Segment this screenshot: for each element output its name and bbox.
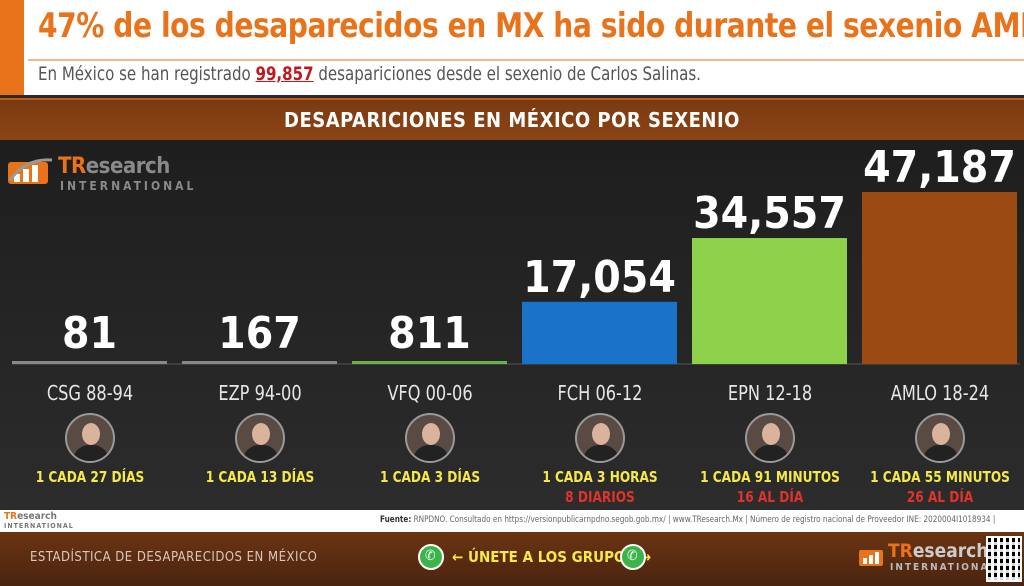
join-groups-text: ← ÚNETE A LOS GRUPOS → (452, 548, 652, 566)
subtitle-total: 99,857 (255, 63, 314, 85)
avatar-suit (582, 445, 619, 461)
whatsapp-icon[interactable]: ✆ (620, 544, 646, 570)
bottom-bar: ESTADÍSTICA DE DESAPARECIDOS EN MÉXICO ✆… (0, 532, 1024, 586)
avatar-suit (752, 445, 789, 461)
qr-code[interactable] (986, 536, 1022, 582)
category-label: VFQ 00-06 (386, 381, 473, 405)
footer-source-label: Fuente: (380, 515, 412, 525)
logo-subtitle: INTERNATIONAL (60, 179, 197, 193)
footer-logo-sub: INTERNATIONAL (4, 522, 74, 530)
rate-label: 1 CADA 91 MINUTOS (699, 468, 840, 486)
join-groups-link[interactable]: ✆ ← ÚNETE A LOS GRUPOS → ✆ (418, 544, 652, 572)
avatar-face (251, 423, 270, 445)
rate-label: 1 CADA 27 DÍAS (35, 468, 144, 486)
footer-logo: TResearch INTERNATIONAL (4, 512, 74, 531)
logo-mark-icon (859, 550, 883, 566)
bottom-logo: TResearch INTERNATIONAL (858, 540, 995, 580)
logo-name-b: esearch (85, 154, 171, 179)
avatar-face (421, 423, 440, 445)
bar-amlo-18-24 (862, 192, 1017, 364)
whatsapp-icon[interactable]: ✆ (418, 544, 444, 570)
rate-label: 1 CADA 13 DÍAS (205, 468, 314, 486)
chart-title-band: DESAPARICIONES EN MÉXICO POR SEXENIO (0, 98, 1024, 140)
chart-title: DESAPARICIONES EN MÉXICO POR SEXENIO (284, 108, 740, 132)
president-avatar (574, 413, 625, 463)
bar-epn-12-18 (692, 238, 847, 364)
avatar-suit (242, 445, 279, 461)
rate-label: 1 CADA 3 HORAS (541, 468, 658, 486)
category-label: EPN 12-18 (727, 381, 812, 405)
bar-vfq-00-06 (352, 361, 507, 364)
avatar-face (591, 423, 610, 445)
bottom-logo-a: TR (888, 540, 913, 562)
bar-csg-88-94 (12, 361, 167, 364)
avatar-face (931, 423, 950, 445)
chart-area (0, 140, 1024, 510)
bar-value-label: 811 (388, 308, 471, 359)
page-title: 47% de los desaparecidos en MX ha sido d… (38, 6, 1024, 46)
president-avatar (744, 413, 795, 463)
category-label: EZP 94-00 (217, 381, 302, 405)
logo-name: TResearch (58, 154, 170, 179)
bar-value-label: 17,054 (523, 252, 676, 303)
president-avatar (914, 413, 965, 463)
header-accent (0, 0, 24, 95)
footer: TResearch INTERNATIONAL Fuente: RNPDNO. … (0, 510, 1024, 532)
footer-logo-b: esearch (17, 511, 57, 522)
bar-fch-06-12 (522, 301, 677, 364)
daily-rate-label: 26 AL DÍA (906, 488, 973, 506)
bar-value-label: 81 (62, 308, 117, 359)
category-label: CSG 88-94 (46, 381, 133, 405)
avatar-suit (412, 445, 449, 461)
page-subtitle: En México se han registrado 99,857 desap… (38, 63, 701, 85)
avatar-face (761, 423, 780, 445)
president-avatar (404, 413, 455, 463)
bar-chart: 81 167 811 17,054 34,557 47,187 (12, 142, 1020, 365)
header: 47% de los desaparecidos en MX ha sido d… (0, 0, 1024, 95)
bar-ezp-94-00 (182, 361, 337, 364)
subtitle-text-before: En México se han registrado (38, 63, 251, 85)
daily-rate-label: 16 AL DÍA (736, 488, 803, 506)
daily-rate-label: 8 DIARIOS (564, 488, 635, 506)
avatar-suit (72, 445, 109, 461)
footer-logo-a: TR (4, 511, 18, 522)
avatar-suit (922, 445, 959, 461)
bar-value-label: 167 (218, 308, 301, 359)
bottom-logo-name: TResearch (888, 540, 988, 562)
footer-source: Fuente: RNPDNO. Consultado en https://ve… (380, 515, 995, 525)
category-label: AMLO 18-24 (890, 381, 989, 405)
logo-mark-icon (8, 158, 53, 184)
logo-name-a: TR (58, 154, 86, 179)
president-avatar (234, 413, 285, 463)
rate-label: 1 CADA 55 MINUTOS (869, 468, 1010, 486)
tresearch-logo: TResearch INTERNATIONAL (6, 148, 193, 198)
category-label: FCH 06-12 (556, 381, 642, 405)
avatar-face (81, 423, 100, 445)
subtitle-text-after: desapariciones desde el sexenio de Carlo… (318, 63, 701, 85)
bar-value-label: 47,187 (863, 142, 1016, 193)
bottom-caption: ESTADÍSTICA DE DESAPARECIDOS EN MÉXICO (30, 550, 318, 565)
president-avatar (64, 413, 115, 463)
rate-label: 1 CADA 3 DÍAS (379, 468, 480, 486)
bar-value-label: 34,557 (693, 188, 846, 239)
header-divider (28, 59, 1024, 61)
footer-source-text: RNPDNO. Consultado en https://versionpub… (413, 515, 996, 525)
bottom-logo-b: esearch (912, 540, 989, 562)
bottom-logo-sub: INTERNATIONAL (890, 562, 998, 573)
